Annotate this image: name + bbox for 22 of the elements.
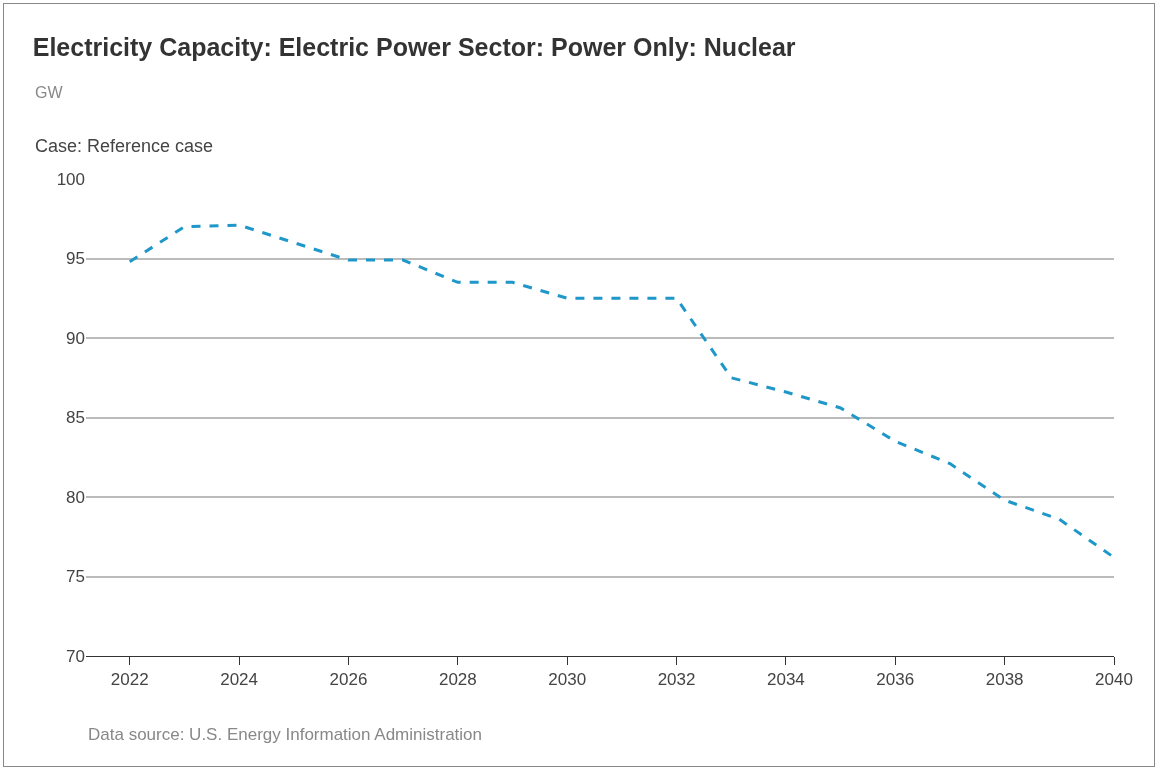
x-tick-label: 2032 [657, 670, 696, 690]
y-tick-label: 100 [56, 169, 85, 189]
y-tick-label: 75 [66, 567, 85, 587]
source-note: Data source: U.S. Energy Information Administration [88, 725, 483, 744]
x-tick-label: 2034 [767, 670, 805, 690]
y-tick-label: 90 [66, 328, 85, 348]
y-tick-label: 85 [66, 408, 85, 428]
y-tick-label: 80 [66, 487, 85, 507]
y-axis-title: GW [35, 84, 64, 101]
x-tick-label: 2036 [876, 670, 915, 690]
chart-subtitle: Case: Reference case [35, 136, 214, 156]
y-tick-label: 95 [66, 249, 85, 269]
x-tick-label: 2028 [438, 670, 477, 690]
line-series [128, 223, 1114, 559]
x-tick-label: 2038 [985, 670, 1024, 690]
x-tick-label: 2024 [220, 670, 259, 690]
x-tick-label: 2022 [110, 670, 149, 690]
x-tick-label: 2040 [1095, 670, 1133, 690]
x-tick-label: 2030 [548, 670, 587, 690]
chart-title: Electricity Capacity: Electric Power Sector: Power Only: Nuclear [32, 32, 796, 61]
x-tick-label: 2026 [329, 670, 368, 690]
y-tick-label: 70 [66, 646, 85, 666]
